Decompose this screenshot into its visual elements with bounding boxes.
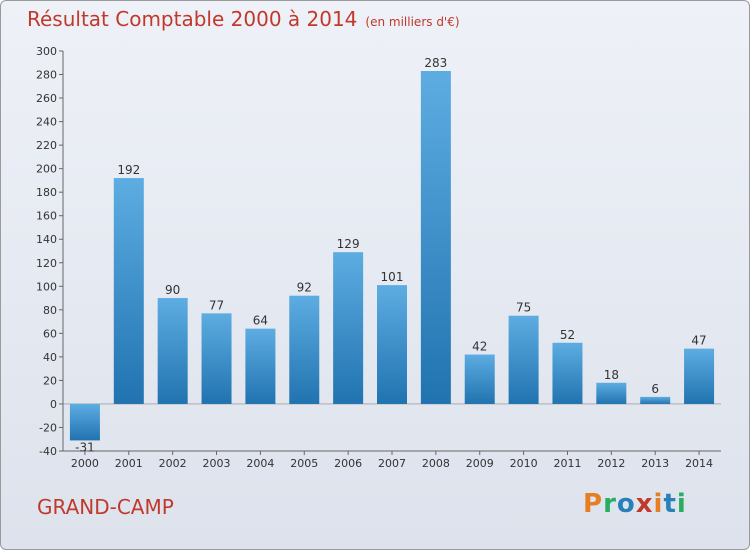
data-label: 64	[253, 314, 268, 328]
y-tick-label: 160	[36, 210, 57, 223]
x-tick-label: 2001	[115, 457, 143, 470]
y-tick-label: 280	[36, 69, 57, 82]
data-label: 101	[381, 270, 404, 284]
data-label: 77	[209, 298, 224, 312]
x-tick-label: 2000	[71, 457, 99, 470]
x-tick-label: 2009	[466, 457, 494, 470]
bar	[245, 328, 276, 404]
data-label: 42	[472, 340, 487, 354]
data-label: 90	[165, 283, 180, 297]
x-tick-label: 2003	[203, 457, 231, 470]
data-label: 47	[691, 334, 706, 348]
y-tick-label: 100	[36, 280, 57, 293]
x-tick-label: 2008	[422, 457, 450, 470]
x-tick-label: 2004	[246, 457, 274, 470]
y-tick-label: 40	[43, 351, 57, 364]
x-tick-label: 2002	[159, 457, 187, 470]
bar	[289, 295, 320, 404]
bar	[113, 178, 144, 404]
data-labels: -31 192 90 77 64 92 129 101 283 42 75 52 18 6 47	[75, 56, 707, 454]
data-label: 75	[516, 301, 531, 315]
bar	[508, 315, 539, 404]
bar	[333, 252, 364, 404]
logo-letter: o	[616, 489, 636, 519]
title-text: Résultat Comptable 2000 à 2014	[27, 7, 358, 31]
y-tick-label: 120	[36, 257, 57, 270]
x-tick-label: 2012	[597, 457, 625, 470]
y-tick-label: -20	[39, 421, 57, 434]
logo-letter: r	[603, 489, 617, 519]
x-tick-label: 2007	[378, 457, 406, 470]
y-tick-label: 300	[36, 45, 57, 58]
data-label: 92	[297, 281, 312, 295]
bar	[377, 285, 407, 404]
x-tick-label: 2005	[290, 457, 318, 470]
bar	[552, 342, 583, 404]
y-tick-label: 220	[36, 139, 57, 152]
y-tick-label: 60	[43, 327, 57, 340]
data-label: 6	[651, 382, 659, 396]
proxiti-logo: Proxiti	[583, 489, 687, 519]
logo-letter: t	[663, 489, 677, 519]
bar	[201, 313, 232, 404]
logo-letter: P	[583, 489, 604, 519]
y-tick-label: 240	[36, 116, 57, 129]
data-label: 129	[337, 237, 360, 251]
axes: -40 -20 0 20 40 60 80 100 120 140 160 180 200 220 240 2…	[36, 45, 721, 470]
bar	[157, 298, 188, 404]
y-tick-label: 80	[43, 304, 57, 317]
y-tick-label: 140	[36, 233, 57, 246]
x-tick-label: 2014	[685, 457, 713, 470]
commune-name: GRAND-CAMP	[37, 495, 174, 519]
bar	[420, 71, 451, 404]
logo-letter: i	[676, 489, 687, 519]
y-tick-label: 20	[43, 374, 57, 387]
y-tick-label: -40	[39, 445, 57, 458]
bar	[640, 396, 671, 404]
chart-title: Résultat Comptable 2000 à 2014 (en millie…	[27, 7, 460, 31]
data-label: 18	[604, 368, 619, 382]
data-label: 52	[560, 328, 575, 342]
bar	[684, 348, 715, 404]
x-tick-label: 2013	[641, 457, 669, 470]
data-label: 192	[117, 163, 140, 177]
logo-letter: x	[635, 489, 654, 519]
data-label: -31	[75, 440, 95, 454]
y-tick-label: 200	[36, 163, 57, 176]
x-tick-label: 2006	[334, 457, 362, 470]
unit-text: (en milliers d'€)	[365, 15, 460, 29]
y-tick-label: 0	[50, 398, 57, 411]
y-tick-label: 180	[36, 186, 57, 199]
data-label: 283	[424, 56, 447, 70]
logo-letter: i	[653, 489, 664, 519]
x-tick-label: 2011	[553, 457, 581, 470]
x-tick-label: 2010	[510, 457, 538, 470]
y-tick-label: 260	[36, 92, 57, 105]
bars	[69, 71, 715, 441]
bar	[596, 382, 627, 404]
bar	[464, 354, 495, 404]
bar	[69, 403, 100, 441]
